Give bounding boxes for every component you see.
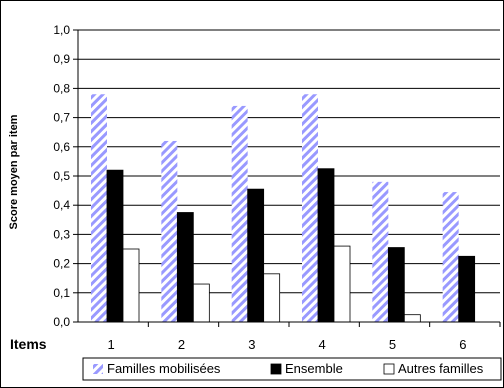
y-tick-label: 0,9 xyxy=(53,52,70,66)
y-tick-label: 0,1 xyxy=(53,286,70,300)
y-tick-label: 0,2 xyxy=(53,257,70,271)
y-tick-label: 0,4 xyxy=(53,198,70,212)
bar-series-1-item-4 xyxy=(317,168,335,323)
legend-label: Ensemble xyxy=(285,361,343,376)
bars xyxy=(91,94,476,323)
bar-series-1-item-1 xyxy=(106,169,124,323)
y-tick-label: 0,0 xyxy=(53,315,70,329)
x-tick-labels: 1 2 3 4 5 6 xyxy=(108,337,467,352)
y-tick-labels: 0,0 0,1 0,2 0,3 0,4 0,5 0,6 0,7 0,8 0,9 1,0 xyxy=(53,23,70,329)
x-tick-label: 1 xyxy=(108,337,115,352)
legend: Familles mobilisées Ensemble Autres famill… xyxy=(82,357,502,381)
bar-series-2-item-5 xyxy=(403,314,421,323)
axes xyxy=(73,29,501,327)
bar-series-0-item-6 xyxy=(442,192,459,322)
legend-swatch xyxy=(383,363,395,375)
bar-series-0-item-4 xyxy=(302,94,318,323)
legend-label: Autres familles xyxy=(398,361,484,376)
legend-swatch xyxy=(270,363,282,375)
y-tick-label: 0,6 xyxy=(53,140,70,154)
bar-series-0-item-3 xyxy=(231,105,248,322)
legend-box xyxy=(82,357,502,381)
bar-series-0-item-5 xyxy=(372,181,389,322)
bar-series-0-item-2 xyxy=(161,140,178,322)
x-axis-label: Items xyxy=(10,336,47,352)
x-tick-label: 2 xyxy=(178,337,185,352)
bar-series-1-item-6 xyxy=(458,255,476,323)
legend-swatch xyxy=(93,364,103,374)
y-tick-label: 0,7 xyxy=(53,111,70,125)
bar-series-2-item-3 xyxy=(263,273,281,323)
y-tick-label: 0,8 xyxy=(53,81,70,95)
y-axis-label: Score moyen par item xyxy=(8,114,20,229)
bar-series-2-item-4 xyxy=(333,245,351,323)
y-tick-label: 0,3 xyxy=(53,227,70,241)
bar-series-1-item-3 xyxy=(247,188,265,323)
bar-series-1-item-2 xyxy=(176,212,194,323)
gridlines xyxy=(78,29,500,294)
x-tick-label: 3 xyxy=(248,337,255,352)
y-tick-label: 0,5 xyxy=(53,169,70,183)
y-tick-label: 1,0 xyxy=(53,23,70,37)
x-tick-label: 6 xyxy=(459,337,466,352)
bar-series-0-item-1 xyxy=(91,94,107,323)
bar-series-2-item-1 xyxy=(122,248,140,323)
bar-series-1-item-5 xyxy=(387,247,405,323)
legend-label: Familles mobilisées xyxy=(107,361,221,376)
bar-series-2-item-2 xyxy=(192,283,210,323)
x-tick-label: 4 xyxy=(319,337,326,352)
x-tick-label: 5 xyxy=(389,337,396,352)
